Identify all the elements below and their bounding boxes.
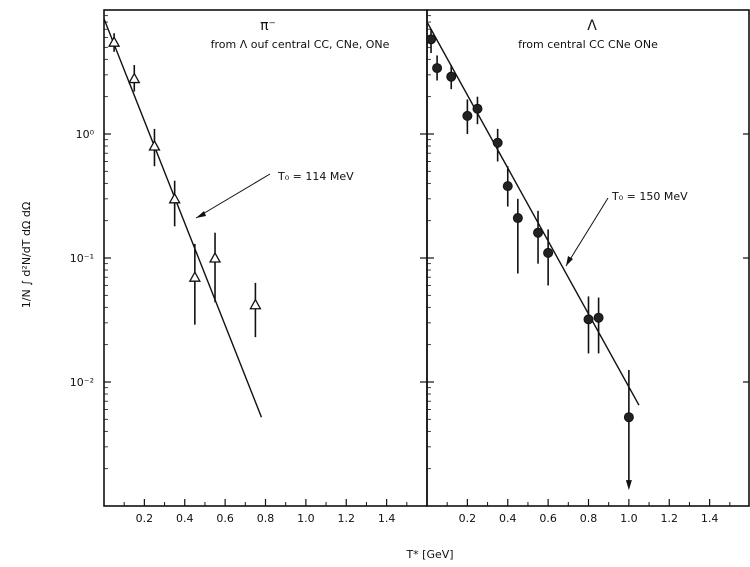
x-tick-label: 1.2 — [338, 512, 356, 525]
y-axis-label: 1/N ∫ d²N/dT dΩ dΩ — [20, 202, 33, 308]
data-point — [249, 298, 262, 310]
data-point — [426, 34, 437, 45]
data-point — [188, 270, 201, 282]
fit-label-arrowhead — [196, 211, 206, 218]
data-point — [533, 227, 544, 238]
x-tick-label: 0.6 — [216, 512, 234, 525]
x-axis-label: T* [GeV] — [405, 548, 453, 561]
x-tick-label: 0.4 — [499, 512, 517, 525]
fit-label-arrowhead — [566, 256, 573, 266]
panel-right-subtitle: from central CC CNe ONe — [518, 38, 658, 51]
data-point — [512, 213, 523, 224]
fit-label-arrow — [565, 197, 609, 267]
fit-line — [103, 18, 263, 418]
panel-right-title: Λ — [587, 18, 597, 34]
x-tick-label: 0.4 — [176, 512, 194, 525]
fit-line — [426, 21, 640, 406]
x-tick-label: 0.8 — [580, 512, 598, 525]
panel-frame — [426, 9, 750, 507]
data-point — [593, 312, 604, 323]
data-point — [492, 137, 503, 148]
data-point — [543, 247, 554, 258]
data-point — [462, 110, 473, 121]
data-point — [432, 63, 443, 74]
data-point — [583, 314, 594, 325]
x-tick-label: 1.0 — [620, 512, 638, 525]
panel-pi-minus: 0.2 0.4 0.6 0.8 1.0 1.2 1.4 10⁰ 10⁻¹ 10⁻² — [70, 9, 428, 525]
fit-label-left: T₀ = 114 MeV — [277, 170, 354, 183]
data-point — [446, 71, 457, 82]
data-point — [148, 139, 161, 151]
data-point — [472, 103, 483, 114]
x-tick-label: 0.6 — [539, 512, 557, 525]
x-tick-label: 1.4 — [701, 512, 719, 525]
data-point — [502, 181, 513, 192]
fit-label-right: T₀ = 150 MeV — [611, 190, 688, 203]
y-tick-label: 10⁻² — [70, 376, 94, 389]
x-tick-label: 0.8 — [257, 512, 275, 525]
x-tick-label: 1.0 — [297, 512, 315, 525]
limit-arrow — [625, 480, 632, 491]
panel-left-title: π⁻ — [260, 18, 276, 34]
y-tick-label: 10⁰ — [76, 128, 95, 141]
x-tick-label: 0.2 — [136, 512, 154, 525]
data-point — [623, 412, 634, 423]
data-point — [107, 35, 121, 47]
y-tick-label: 10⁻¹ — [70, 252, 94, 265]
panel-lambda: 0.2 0.4 0.6 0.8 1.0 1.2 1.4 — [426, 9, 750, 525]
data-point — [128, 72, 141, 84]
x-tick-label: 1.4 — [378, 512, 396, 525]
x-tick-label: 0.2 — [459, 512, 477, 525]
panel-left-subtitle: from Λ ouf central CC, CNe, ONe — [211, 38, 390, 51]
data-point — [168, 192, 181, 204]
data-point — [208, 251, 222, 263]
fit-label-arrow — [195, 173, 271, 219]
x-tick-label: 1.2 — [661, 512, 679, 525]
panel-frame — [103, 9, 428, 507]
